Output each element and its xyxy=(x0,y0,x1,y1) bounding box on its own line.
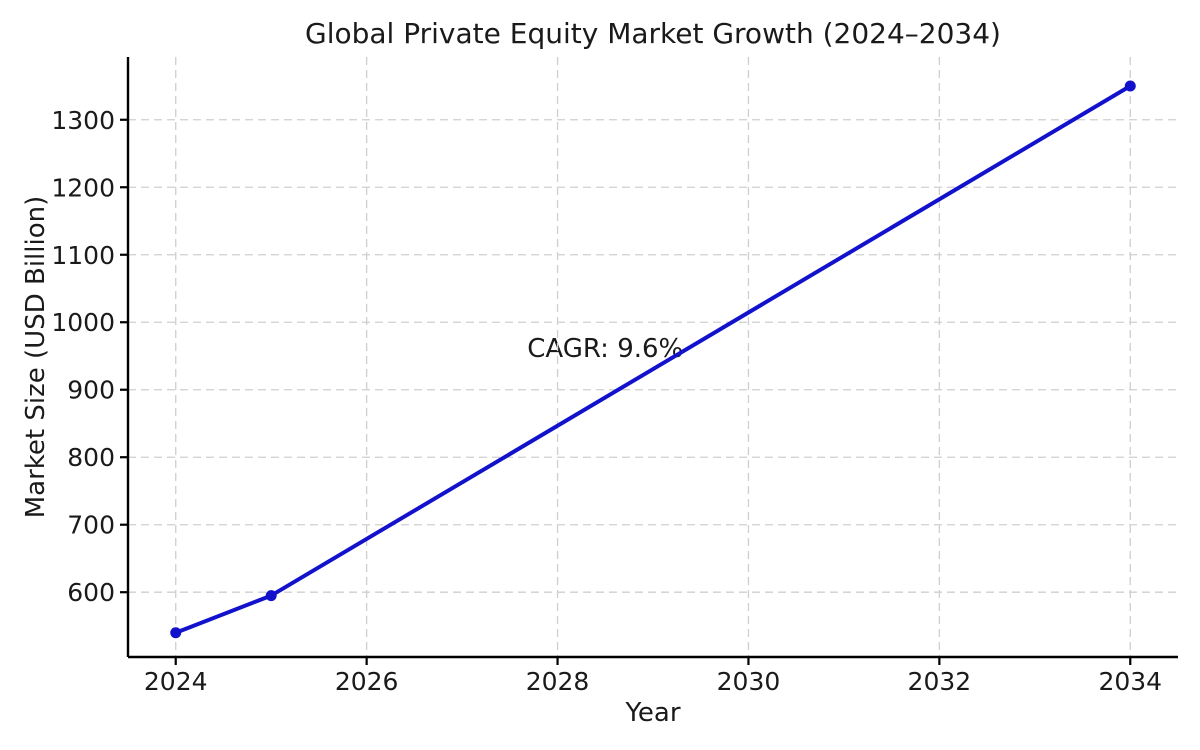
y-tick-label: 1200 xyxy=(51,173,115,202)
y-tick-label: 1000 xyxy=(51,308,115,337)
data-point xyxy=(265,590,277,602)
y-tick-label: 1300 xyxy=(51,106,115,135)
x-tick-label: 2028 xyxy=(526,667,590,696)
x-tick-label: 2034 xyxy=(1098,667,1162,696)
data-line xyxy=(173,84,1133,635)
x-tick-label: 2030 xyxy=(717,667,781,696)
data-point xyxy=(170,627,182,639)
chart-title: Global Private Equity Market Growth (202… xyxy=(305,17,1001,50)
cagr-annotation: CAGR: 9.6% xyxy=(527,334,684,365)
x-axis-label: Year xyxy=(625,698,681,728)
y-tick-label: 900 xyxy=(67,376,115,405)
y-tick-label: 800 xyxy=(67,443,115,472)
x-tick-label: 2024 xyxy=(144,667,208,696)
y-tick-label: 600 xyxy=(67,578,115,607)
data-point xyxy=(1124,80,1136,92)
y-tick-label: 700 xyxy=(67,511,115,540)
x-tick-label: 2032 xyxy=(908,667,972,696)
x-tick-label: 2026 xyxy=(335,667,399,696)
y-tick-label: 1100 xyxy=(51,241,115,270)
